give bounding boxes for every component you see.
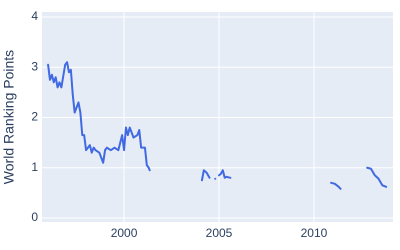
y-tick-label: 2 — [31, 110, 38, 124]
y-tick-label: 0 — [31, 210, 38, 224]
x-tick-label: 2000 — [111, 226, 138, 240]
plot-area — [42, 12, 393, 222]
line — [200, 169, 211, 182]
x-tick-label: 2010 — [301, 226, 328, 240]
y-axis-label: World Ranking Points — [1, 50, 17, 184]
line — [366, 166, 388, 188]
x-tick-label: 2005 — [206, 226, 233, 240]
y-tick-label: 1 — [31, 160, 38, 174]
line — [218, 169, 232, 179]
line — [47, 61, 151, 172]
y-tick-label: 3 — [31, 59, 38, 73]
line — [330, 181, 342, 190]
y-tick-label: 4 — [31, 9, 38, 23]
